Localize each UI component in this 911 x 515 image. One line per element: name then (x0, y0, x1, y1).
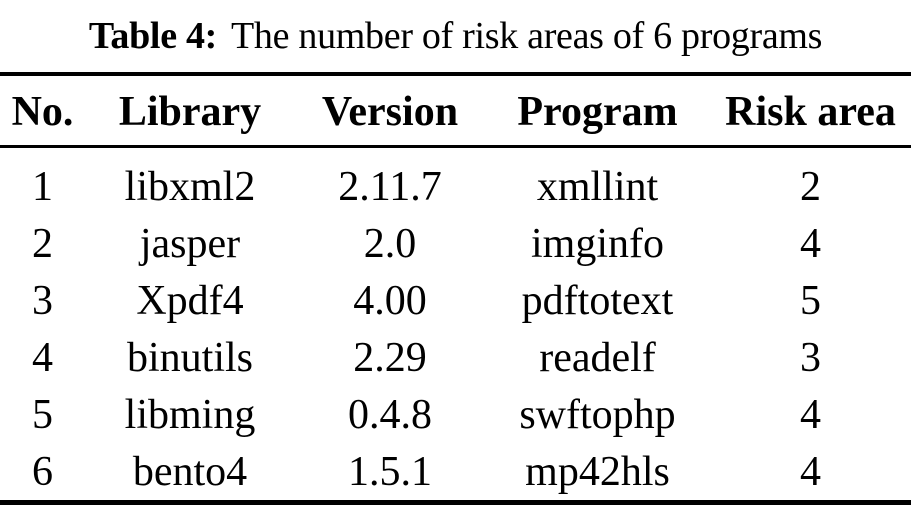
table-row: 2 jasper 2.0 imginfo 4 (0, 215, 911, 272)
table-row: 6 bento4 1.5.1 mp42hls 4 (0, 443, 911, 500)
table-body: 1 libxml2 2.11.7 xmllint 2 2 jasper 2.0 … (0, 148, 911, 500)
cell-version: 2.11.7 (338, 163, 442, 210)
table-mid-rule (0, 145, 911, 148)
column-header-no: No. (11, 88, 74, 135)
cell-risk-area: 4 (800, 220, 821, 267)
cell-version: 4.00 (353, 277, 427, 324)
column-header-library: Library (118, 88, 262, 135)
cell-program: imginfo (531, 220, 664, 267)
table-row: 1 libxml2 2.11.7 xmllint 2 (0, 158, 911, 215)
table-header-row: No. Library Version Program Risk area (0, 76, 911, 145)
cell-risk-area: 5 (800, 277, 821, 324)
column-header-version: Version (321, 88, 459, 135)
cell-no: 3 (32, 277, 53, 324)
cell-library: binutils (126, 334, 254, 381)
cell-program: swftophp (519, 391, 676, 438)
cell-risk-area: 2 (800, 163, 821, 210)
cell-program: readelf (539, 334, 656, 381)
cell-program: mp42hls (525, 448, 670, 495)
cell-library: jasper (139, 220, 241, 267)
cell-no: 5 (32, 391, 53, 438)
cell-library: libxml2 (124, 163, 256, 210)
cell-version: 1.5.1 (348, 448, 432, 495)
column-header-risk-area: Risk area (725, 88, 896, 135)
cell-library: Xpdf4 (136, 277, 244, 324)
table-top-rule (0, 72, 911, 76)
cell-version: 2.29 (353, 334, 427, 381)
table-row: 3 Xpdf4 4.00 pdftotext 5 (0, 272, 911, 329)
cell-no: 1 (32, 163, 53, 210)
column-header-program: Program (517, 88, 678, 135)
cell-program: xmllint (536, 163, 659, 210)
cell-library: bento4 (132, 448, 248, 495)
cell-library: libming (124, 391, 256, 438)
cell-no: 2 (32, 220, 53, 267)
cell-no: 4 (32, 334, 53, 381)
cell-program: pdftotext (521, 277, 674, 324)
cell-version: 2.0 (363, 220, 417, 267)
cell-risk-area: 3 (800, 334, 821, 381)
cell-version: 0.4.8 (348, 391, 432, 438)
table-row: 4 binutils 2.29 readelf 3 (0, 329, 911, 386)
cell-no: 6 (32, 448, 53, 495)
cell-risk-area: 4 (800, 391, 821, 438)
table-bottom-rule (0, 500, 911, 505)
table-caption-text: The number of risk areas of 6 programs (231, 15, 823, 57)
table-row: 5 libming 0.4.8 swftophp 4 (0, 386, 911, 443)
table-caption: Table 4: The number of risk areas of 6 p… (0, 0, 911, 72)
table-caption-label: Table 4: (88, 15, 218, 57)
cell-risk-area: 4 (800, 448, 821, 495)
